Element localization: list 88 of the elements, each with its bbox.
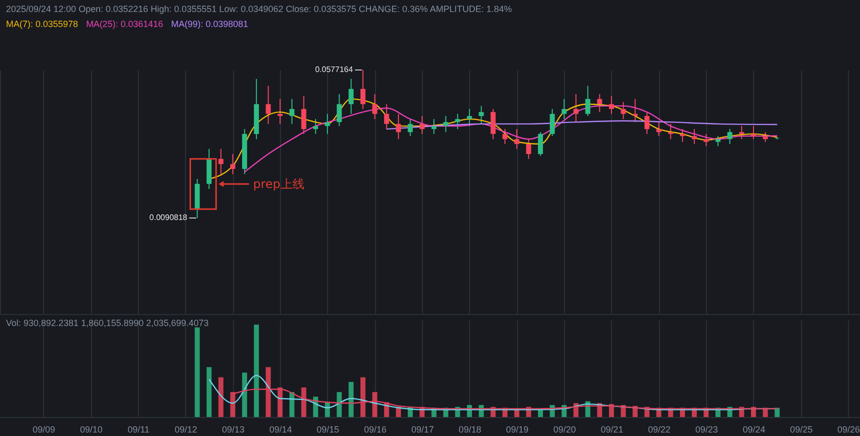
x-tick-label: 09/18 bbox=[458, 424, 482, 434]
bar bbox=[194, 327, 200, 417]
bar bbox=[289, 392, 294, 417]
x-tick-label: 09/26 bbox=[837, 424, 860, 434]
text: 0.0361416 bbox=[120, 19, 164, 29]
x-tick-label: 09/10 bbox=[80, 424, 102, 434]
candlestick bbox=[324, 113, 330, 134]
bar bbox=[266, 367, 271, 417]
candlestick bbox=[715, 136, 720, 147]
x-tick-label: 09/24 bbox=[742, 424, 766, 434]
bar bbox=[254, 324, 259, 417]
candlestick bbox=[680, 128, 685, 142]
candlestick bbox=[739, 126, 744, 140]
candlestick bbox=[608, 95, 614, 114]
x-tick-label: 09/13 bbox=[222, 424, 245, 434]
text: 2025/09/24 12:00 Open: 0.0352216 High: 0.0355551 Low: 0.0349062 Close: 0.0353575 CHANGE: 0.36% AMPLITUDE: 1.84% bbox=[6, 4, 512, 14]
candlestick bbox=[478, 105, 484, 124]
x-tick-label: 09/25 bbox=[790, 424, 813, 434]
bar bbox=[206, 367, 212, 417]
x-tick-label: 09/09 bbox=[32, 424, 56, 434]
bar bbox=[372, 392, 378, 417]
bar bbox=[218, 377, 224, 417]
text: 0.0355978 bbox=[36, 19, 78, 29]
candlestick bbox=[420, 116, 425, 134]
candlestick bbox=[550, 108, 555, 137]
x-tick-label: 09/19 bbox=[506, 424, 529, 434]
candlestick bbox=[668, 123, 674, 140]
candlestick bbox=[704, 133, 709, 147]
text: 0.0398081 bbox=[206, 19, 248, 29]
candlestick bbox=[656, 122, 662, 137]
candlestick bbox=[597, 94, 602, 113]
candlestick bbox=[762, 132, 768, 142]
candlestick bbox=[490, 108, 496, 140]
candlestick bbox=[431, 118, 436, 134]
annotation: prep上线 bbox=[253, 177, 304, 192]
candlestick bbox=[266, 85, 271, 124]
candlestick bbox=[396, 113, 401, 140]
candlestick bbox=[455, 113, 460, 130]
candlestick bbox=[301, 95, 306, 134]
candlestick bbox=[514, 128, 520, 150]
x-tick-label: 09/23 bbox=[695, 424, 718, 434]
candlestick bbox=[585, 85, 590, 116]
annotation: 0.0090818 bbox=[149, 213, 188, 222]
candlestick bbox=[278, 98, 283, 124]
candlestick bbox=[336, 94, 342, 127]
x-tick-label: 09/14 bbox=[269, 424, 292, 434]
candlestick bbox=[408, 118, 413, 137]
text: MA(25): bbox=[86, 19, 120, 29]
candlestick bbox=[372, 94, 378, 120]
annotation: Vol: 930,892.2381 1,860,155.8990 2,035,699.4073 bbox=[6, 318, 209, 328]
bar bbox=[242, 372, 248, 417]
candlestick bbox=[526, 138, 532, 160]
bar bbox=[348, 382, 354, 417]
bar bbox=[360, 377, 366, 417]
candlestick bbox=[313, 118, 318, 134]
x-tick-label: 09/17 bbox=[411, 424, 434, 434]
bar bbox=[336, 392, 342, 417]
candlestick bbox=[230, 154, 236, 175]
candlestick bbox=[443, 116, 448, 133]
candlestick bbox=[573, 94, 578, 123]
x-tick-label: 09/12 bbox=[174, 424, 198, 434]
candlestick bbox=[466, 108, 472, 127]
candlestick bbox=[620, 102, 626, 120]
candlestick bbox=[538, 132, 543, 156]
annotation: 0.0577164 bbox=[315, 65, 354, 74]
bar bbox=[278, 387, 283, 417]
candlestick bbox=[692, 128, 697, 144]
x-tick-label: 09/21 bbox=[600, 424, 624, 434]
candlestick bbox=[644, 112, 650, 134]
bar bbox=[301, 387, 306, 417]
candlestick bbox=[218, 148, 224, 175]
text: MA(7): bbox=[6, 19, 34, 29]
x-tick-label: 09/16 bbox=[364, 424, 387, 434]
candlestick bbox=[384, 104, 390, 130]
candlestick bbox=[348, 78, 354, 114]
bar bbox=[230, 392, 236, 417]
x-tick-label: 09/11 bbox=[128, 424, 150, 434]
candlestick bbox=[562, 98, 567, 120]
candlestick bbox=[502, 128, 508, 144]
x-tick-label: 09/15 bbox=[316, 424, 340, 434]
candlestick bbox=[289, 98, 294, 124]
x-tick-label: 09/22 bbox=[648, 424, 671, 434]
bar bbox=[608, 404, 614, 417]
text: MA(99): bbox=[171, 19, 204, 29]
candlestick bbox=[632, 98, 638, 123]
x-tick-label: 09/20 bbox=[553, 424, 576, 434]
candlestick bbox=[750, 126, 756, 140]
candlestick bbox=[727, 128, 732, 144]
